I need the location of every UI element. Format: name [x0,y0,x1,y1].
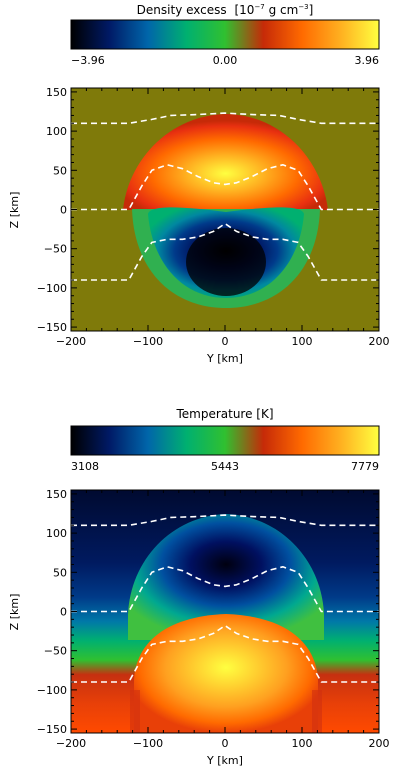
colorbar-temperature: Temperature [K] 3108 5443 7779 [70,407,380,473]
y-tick-label: 150 [46,86,67,99]
y-tick-label: 50 [53,566,67,579]
y-tick-label: −100 [37,684,67,697]
y-tick-label: 50 [53,164,67,177]
x-tick-label: 100 [292,335,313,348]
xlabel-density: Y [km] [206,352,243,365]
colorbar-temperature-tick-min: 3108 [71,460,99,473]
x-tick-label: −100 [133,737,163,750]
contour-line-3 [71,624,379,683]
colorbar-temperature-tick-mid: 5443 [211,460,239,473]
x-tick-label: 0 [222,335,229,348]
y-tick-label: −150 [37,321,67,334]
axes-density: −200 −100 0 100 200 150 100 50 0 −50 −100 −150 [37,86,390,348]
colorbar-temperature-tick-max: 7779 [351,460,379,473]
heatmap-temperature-left-edge [130,690,140,733]
ylabel-temperature: Z [km] [8,594,21,631]
x-tick-label: 200 [369,335,390,348]
heatmap-density-positive-cap [123,114,328,210]
x-tick-label: −100 [133,335,163,348]
heatmap-temperature-right-edge [312,690,322,733]
axes-temperature: −200 −100 0 100 200 150 100 50 0 −50 −100 −150 [37,488,390,750]
xlabel-temperature: Y [km] [206,754,243,767]
ylabel-density: Z [km] [8,192,21,229]
colorbar-density-tick-mid: 0.00 [213,54,238,67]
colorbar-density-title: Density excess [10−7 g cm−3] [137,3,314,17]
colorbar-density-tick-max: 3.96 [355,54,380,67]
contour-line-3 [71,222,379,281]
colorbar-temperature-bar [70,425,380,456]
colorbar-density-tick-min: −3.96 [71,54,105,67]
y-tick-label: 0 [60,204,67,217]
contour-line-2 [71,164,379,211]
y-tick-label: −50 [44,645,67,658]
contour-line-1 [71,112,379,125]
contours-density [71,112,379,281]
colorbar-temperature-title: Temperature [K] [175,407,273,421]
x-tick-label: 0 [222,737,229,750]
colorbar-density: Density excess [10−7 g cm−3] −3.96 0.00 … [70,3,380,67]
colorbar-density-bar [70,19,380,50]
x-tick-label: −200 [56,335,86,348]
y-tick-label: −50 [44,243,67,256]
heatmap-temperature-cool-dome [128,514,324,640]
contours-temperature [71,514,379,683]
x-tick-label: 200 [369,737,390,750]
heatmap-density-core-center [186,228,266,296]
contour-line-2 [71,565,379,613]
y-tick-label: 0 [60,606,67,619]
contour-line-1 [71,514,379,527]
heatmap-temperature-hot-plume [134,614,318,733]
y-tick-label: 100 [46,125,67,138]
y-tick-label: −150 [37,723,67,736]
y-tick-label: −100 [37,282,67,295]
x-tick-label: −200 [56,737,86,750]
y-tick-label: 100 [46,527,67,540]
x-tick-label: 100 [292,737,313,750]
y-tick-label: 150 [46,488,67,501]
